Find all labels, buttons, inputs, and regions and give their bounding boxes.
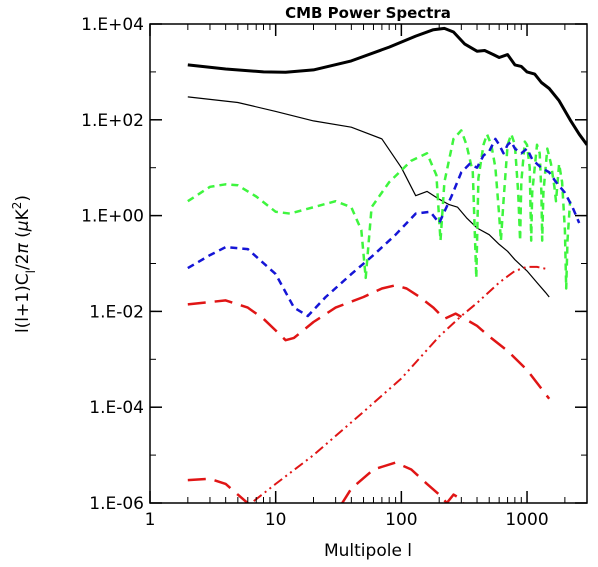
y-tick-label: 1.E+04 [81,15,144,35]
y-axis-label: l(l+1)Cl/2π (μK2) [10,195,38,333]
x-axis: 1 10 100 1000 [145,24,588,530]
y-axis: 1.E-06 1.E-04 1.E-02 1.E+00 1.E+02 1.E+04 [81,15,587,514]
y-label-main: l(l+1)C [13,273,33,333]
series-line-bb_low2 [340,461,465,503]
y-tick-label: 1.E-04 [89,398,144,418]
series-line-te [187,137,581,318]
y-tick-label: 1.E-06 [89,494,144,514]
y-label-sup: 2 [10,202,24,210]
x-tick-label: 1 [145,510,156,530]
x-tick-label: 100 [385,510,417,530]
series-layer [187,26,587,503]
x-tick-label: 10 [265,510,287,530]
y-label-mid: /2 [13,254,33,271]
series-line-ee [187,129,572,290]
y-label-unit: K [13,208,33,220]
y-tick-label: 1.E+02 [81,111,144,131]
y-label-sub: l [24,270,38,273]
x-axis-label: Multipole l [324,541,412,561]
series-line-tt_thin [187,96,550,298]
y-label-pi: π [13,243,33,254]
series-line-bb_lensing [249,265,550,503]
y-label-open: ( [13,231,33,243]
plot-frame [149,23,588,504]
series-line-bb_tensor [187,284,551,400]
y-label-close: ) [13,195,33,202]
y-label-mu: μ [13,220,33,232]
y-tick-label: 1.E+00 [81,207,144,227]
series-line-tt_total [187,26,587,146]
y-tick-label: 1.E-02 [89,302,144,322]
chart-title: CMB Power Spectra [285,4,451,22]
x-tick-label: 1000 [505,510,548,530]
